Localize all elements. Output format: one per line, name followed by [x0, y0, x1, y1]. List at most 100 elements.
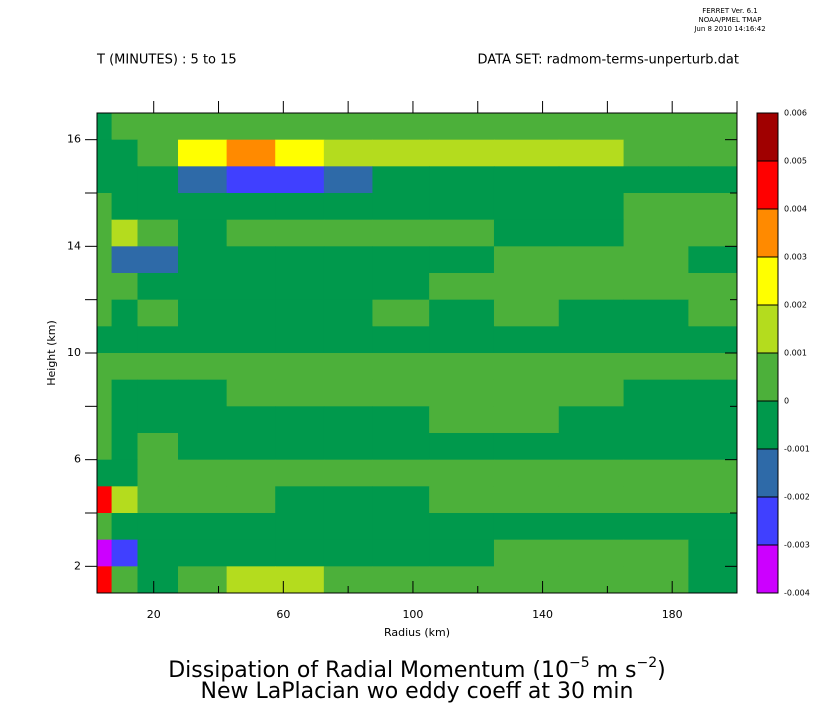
contour-cell	[372, 113, 430, 141]
contour-cell	[323, 193, 373, 221]
contour-cell	[372, 139, 430, 167]
header-line: Jun 8 2010 14:16:42	[693, 25, 765, 33]
contour-cell	[429, 513, 495, 541]
contour-cell	[97, 139, 113, 167]
contour-cell	[137, 326, 179, 354]
contour-cell	[111, 353, 139, 381]
colorbar-label: 0.005	[784, 157, 807, 166]
contour-cell	[558, 539, 625, 567]
contour-cell	[429, 539, 495, 567]
contour-cell	[226, 299, 276, 327]
contour-cell	[429, 353, 495, 381]
contour-cell	[623, 166, 689, 194]
contour-cell	[493, 513, 560, 541]
contour-cell	[137, 193, 179, 221]
contour-cell	[688, 433, 738, 461]
contour-cell	[275, 566, 325, 594]
chart-title-line2: New LaPlacian wo eddy coeff at 30 min	[201, 679, 634, 704]
contour-cell	[178, 566, 228, 594]
contour-cell	[275, 273, 325, 301]
contour-cell	[275, 539, 325, 567]
contour-cell	[226, 219, 276, 247]
header-line: NOAA/PMEL TMAP	[699, 16, 762, 24]
contour-cell	[97, 166, 113, 194]
contour-cell	[688, 193, 738, 221]
colorbar-swatch	[757, 209, 778, 257]
contour-cell	[558, 113, 625, 141]
contour-cell	[226, 273, 276, 301]
contour-cell	[226, 486, 276, 514]
colorbar-swatch	[757, 305, 778, 353]
contour-cell	[688, 326, 738, 354]
contour-cell	[323, 219, 373, 247]
title-superscript: −5	[569, 655, 590, 671]
contour-cell	[688, 139, 738, 167]
contour-cell	[178, 273, 228, 301]
contour-cell	[323, 166, 373, 194]
y-tick-label: 10	[67, 346, 81, 359]
contour-cell	[111, 246, 139, 274]
contour-cell	[137, 353, 179, 381]
contour-cell	[558, 166, 625, 194]
contour-cell	[178, 433, 228, 461]
contour-cell	[493, 433, 560, 461]
contour-cell	[429, 193, 495, 221]
contour-cell	[275, 459, 325, 487]
contour-cell	[137, 459, 179, 487]
contour-cell	[372, 326, 430, 354]
contour-cell	[275, 139, 325, 167]
contour-cell	[97, 566, 113, 594]
contour-cell	[275, 406, 325, 434]
contour-cell	[178, 193, 228, 221]
contour-cell	[111, 539, 139, 567]
contour-cell	[623, 513, 689, 541]
contour-cell	[429, 406, 495, 434]
contour-cell	[372, 406, 430, 434]
title-part: )	[657, 658, 666, 683]
x-tick-label: 60	[276, 608, 290, 621]
contour-cell	[372, 219, 430, 247]
contour-cell	[688, 273, 738, 301]
contour-cell	[558, 246, 625, 274]
contour-cell	[97, 219, 113, 247]
contour-cell	[429, 273, 495, 301]
contour-cell	[111, 326, 139, 354]
contour-cell	[558, 406, 625, 434]
subtitle-left: T (MINUTES) : 5 to 15	[96, 53, 237, 68]
contour-cell	[372, 433, 430, 461]
contour-cell	[111, 379, 139, 407]
contour-cell	[688, 379, 738, 407]
contour-cell	[372, 299, 430, 327]
contour-cell	[111, 406, 139, 434]
contour-cell	[372, 459, 430, 487]
colorbar-swatch	[757, 545, 778, 593]
colorbar-label: 0.002	[784, 301, 807, 310]
contour-cell	[275, 433, 325, 461]
contour-cell	[275, 379, 325, 407]
contour-cell	[623, 246, 689, 274]
contour-cell	[558, 433, 625, 461]
contour-cell	[275, 193, 325, 221]
contour-cell	[275, 486, 325, 514]
contour-cell	[493, 459, 560, 487]
contour-cell	[111, 299, 139, 327]
contour-cell	[429, 139, 495, 167]
contour-cell	[178, 113, 228, 141]
contour-cell	[688, 246, 738, 274]
contour-cell	[623, 486, 689, 514]
contour-cell	[429, 166, 495, 194]
contour-cell	[97, 433, 113, 461]
contour-cell	[688, 166, 738, 194]
colorbar-label: -0.003	[784, 541, 810, 550]
contour-cell	[137, 406, 179, 434]
contour-cell	[97, 326, 113, 354]
contour-cell	[323, 433, 373, 461]
contour-cell	[372, 566, 430, 594]
contour-cell	[623, 459, 689, 487]
contour-cell	[97, 379, 113, 407]
contour-cell	[275, 166, 325, 194]
contour-cell	[226, 566, 276, 594]
contour-cell	[275, 353, 325, 381]
contour-cell	[111, 193, 139, 221]
contour-cell	[688, 299, 738, 327]
